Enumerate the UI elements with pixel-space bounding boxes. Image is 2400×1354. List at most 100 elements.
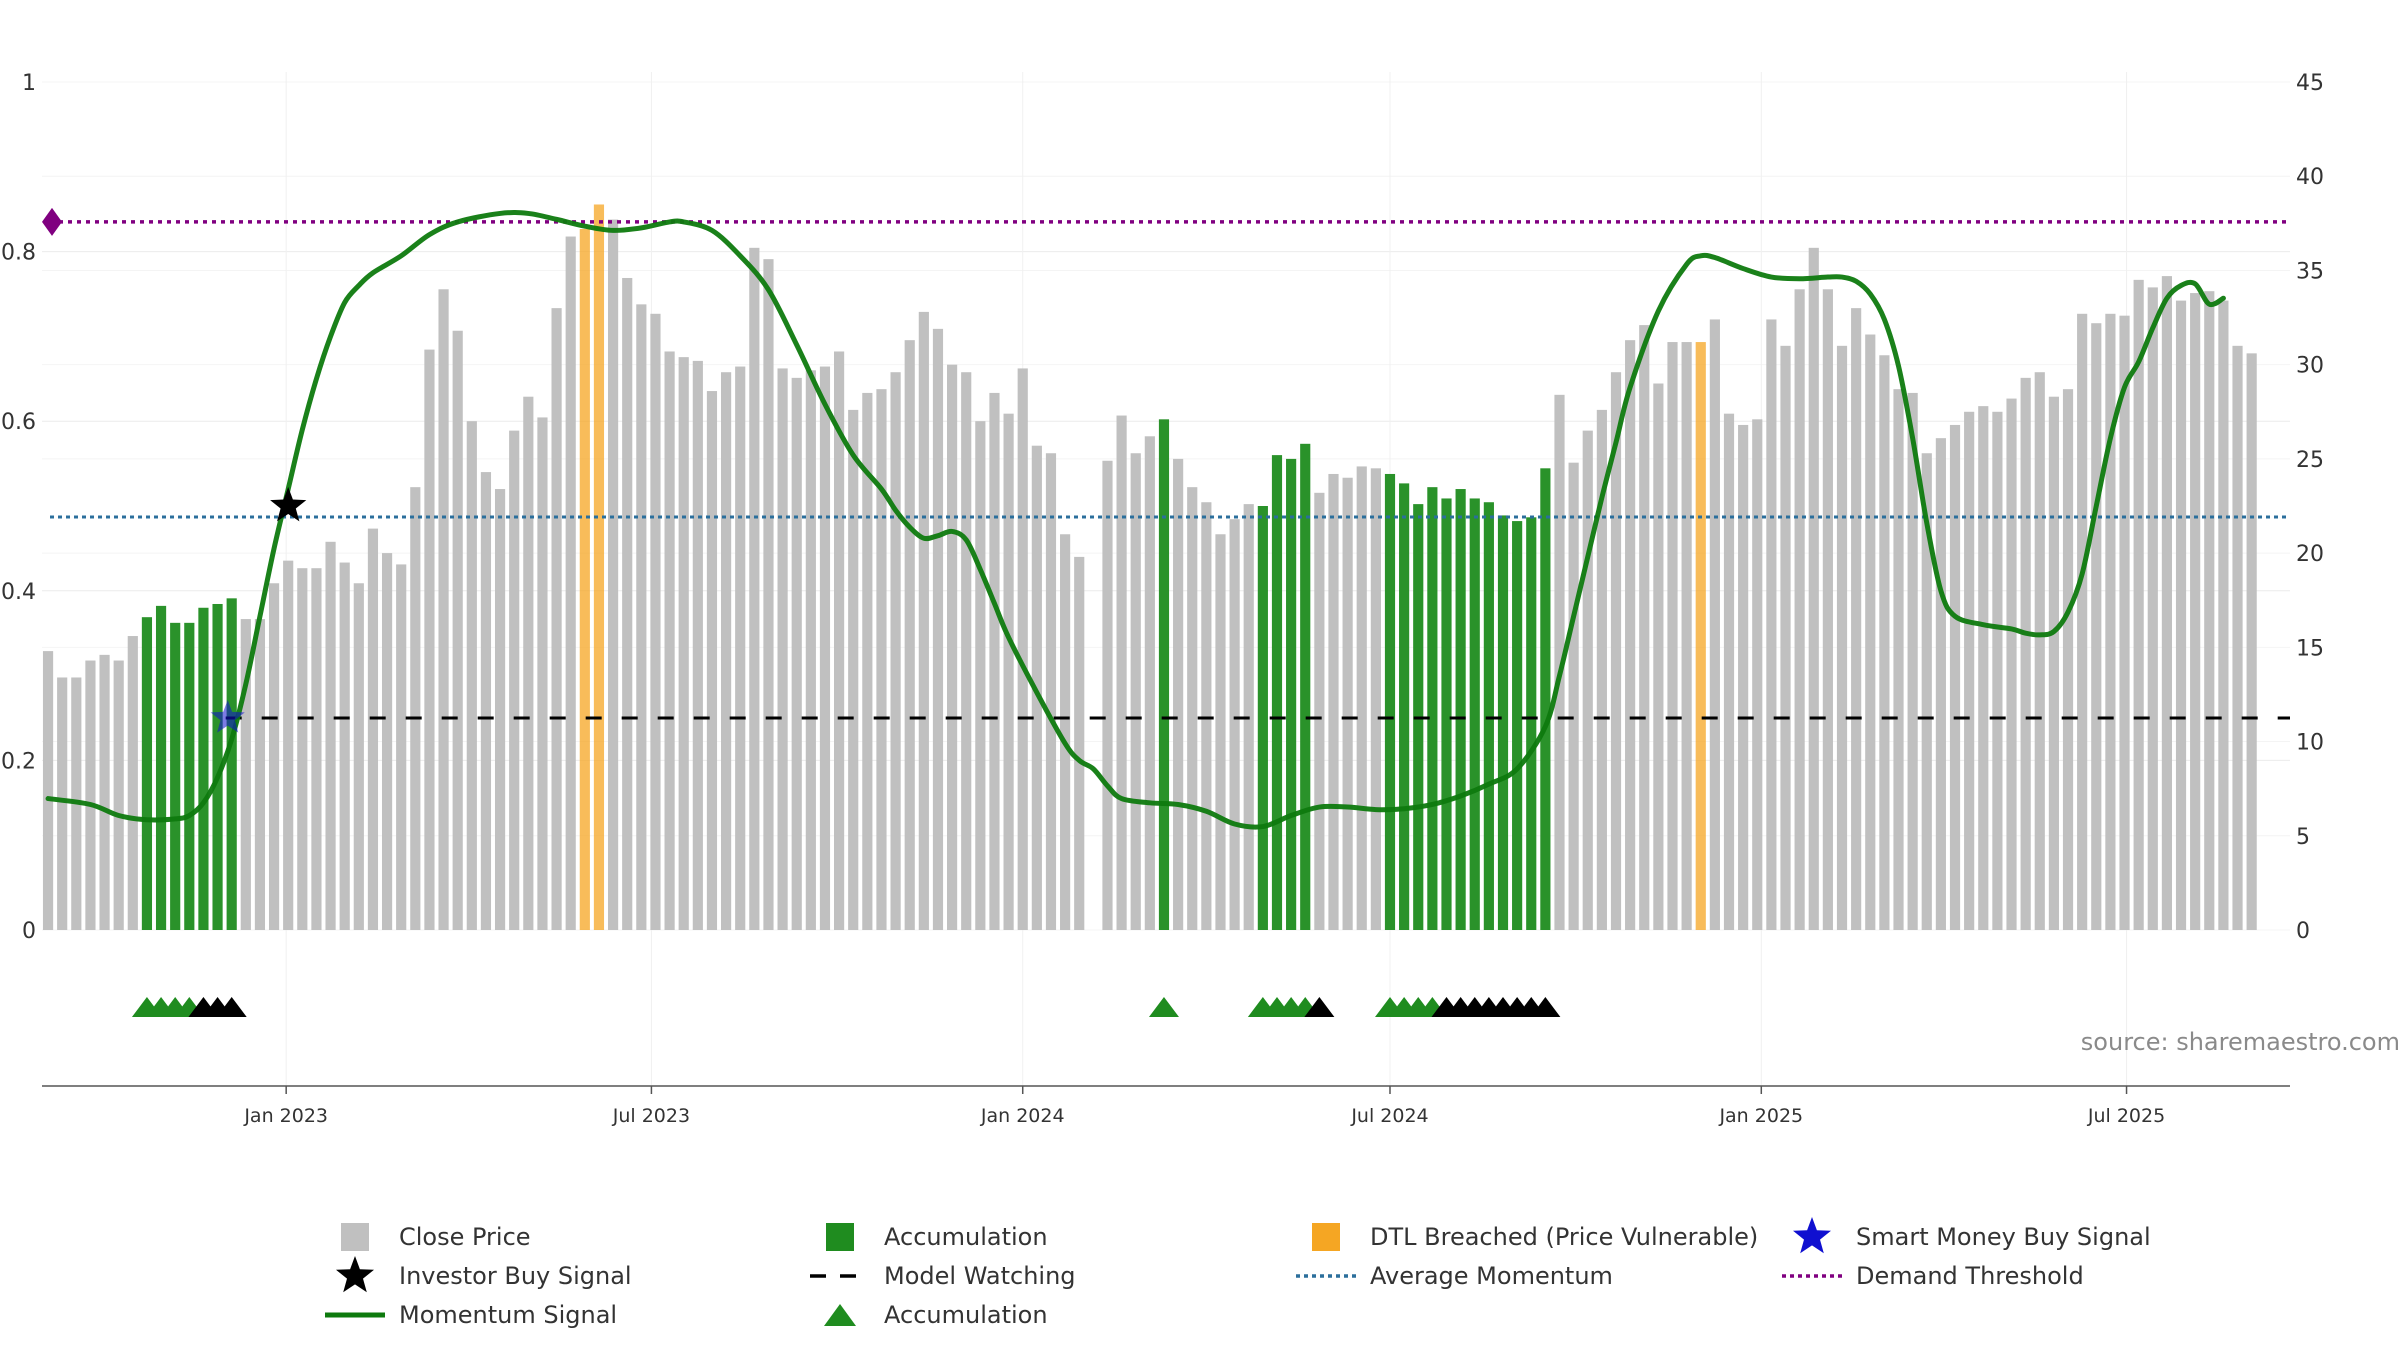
close-price-bar: [1907, 392, 1918, 930]
close-price-bar: [749, 247, 760, 930]
y-right-tick-label: 10: [2296, 731, 2324, 756]
momentum-signal-line: [45, 210, 2226, 830]
close-price-bar: [1808, 247, 1819, 930]
close-price-bar: [650, 313, 661, 931]
x-tick-label: Jan 2023: [243, 1105, 328, 1127]
x-tick-label: Jan 2025: [1718, 1105, 1803, 1127]
close-price-bar: [706, 391, 718, 930]
accumulation-bar: [212, 603, 223, 930]
close-price-bar: [537, 417, 548, 930]
close-price-bar: [2175, 300, 2187, 930]
legend-label: Demand Threshold: [1856, 1262, 2084, 1290]
close-price-bar: [2147, 287, 2158, 931]
close-price-bar: [862, 392, 873, 930]
legend-star-icon: [336, 1256, 374, 1293]
close-price-bar: [1865, 334, 1876, 930]
close-price-bar: [777, 368, 788, 930]
x-tick-label: Jan 2024: [980, 1105, 1065, 1127]
close-price-bar: [636, 304, 647, 930]
y-left-tick-label: 0.4: [1, 580, 36, 605]
close-price-bar: [2190, 293, 2201, 931]
close-price-bar: [240, 619, 251, 930]
accumulation-bar: [1540, 468, 1551, 930]
close-price-bar: [1610, 372, 1622, 930]
close-price-bar: [1356, 466, 1367, 930]
bars: [42, 204, 2257, 931]
close-price-bar: [480, 472, 492, 930]
close-price-bar: [2034, 372, 2045, 930]
close-price-bar: [975, 421, 986, 930]
close-price-bar: [1978, 406, 1989, 930]
close-price-bar: [2062, 389, 2074, 931]
close-price-bar: [1667, 342, 1678, 930]
close-price-bar: [424, 349, 435, 930]
close-price-bar: [932, 328, 944, 931]
accumulation-bar: [155, 605, 167, 930]
accumulation-bar: [1441, 498, 1452, 930]
close-price-bar: [2161, 276, 2172, 930]
close-price-bar: [1370, 468, 1381, 930]
close-price-bar: [127, 636, 138, 930]
close-price-bar: [1836, 345, 1848, 930]
dtl-breached-bar: [1695, 342, 1706, 930]
close-price-bar: [283, 560, 294, 930]
close-price-bar: [1173, 458, 1184, 930]
close-price-bar: [381, 553, 393, 930]
close-price-bar: [353, 583, 364, 930]
close-price-bar: [2204, 291, 2215, 930]
close-price-bar: [678, 357, 689, 930]
accumulation-bar: [1483, 502, 1494, 930]
accumulation-triangle-black: [1304, 997, 1335, 1017]
legend-label: Average Momentum: [1370, 1262, 1613, 1290]
close-price-bar: [1949, 424, 1961, 930]
close-price-bar: [1144, 436, 1155, 930]
close-price-bar: [311, 568, 322, 930]
close-price-bar: [509, 430, 520, 930]
close-price-bar: [1130, 453, 1141, 930]
close-price-bar: [819, 366, 831, 930]
legend-label: DTL Breached (Price Vulnerable): [1370, 1223, 1758, 1251]
close-price-bar: [918, 311, 929, 930]
source-label: source: sharemaestro.com: [2081, 1028, 2400, 1056]
legend-square-icon: [341, 1223, 369, 1251]
close-price-bar: [1851, 308, 1862, 931]
close-price-bar: [325, 541, 336, 930]
accumulation-bar: [1271, 455, 1283, 930]
y-right-tick-label: 25: [2296, 448, 2324, 473]
dtl-breached-bar: [593, 204, 605, 930]
close-price-bar: [113, 660, 124, 930]
close-price-bar: [1187, 487, 1198, 930]
legend-label: Model Watching: [884, 1262, 1076, 1290]
y-right-tick-label: 5: [2296, 825, 2310, 850]
legend-label: Smart Money Buy Signal: [1856, 1223, 2151, 1251]
close-price-bar: [1229, 519, 1240, 930]
dtl-breached-bar: [579, 228, 590, 930]
close-price-bar: [1003, 413, 1014, 930]
close-price-bar: [904, 340, 915, 930]
close-price-bar: [438, 289, 449, 930]
close-price-bar: [1342, 477, 1353, 930]
accumulation-bar: [226, 598, 237, 930]
close-price-bar: [2133, 279, 2144, 930]
accumulation-triangles: [131, 997, 1561, 1017]
close-price-bar: [1314, 492, 1325, 930]
close-price-bar: [410, 487, 421, 930]
investor-buy-signal-icon: [270, 487, 307, 522]
close-price-bar: [721, 372, 732, 930]
close-price-bar: [85, 660, 96, 930]
close-price-bar: [1060, 534, 1071, 930]
x-tick-label: Jul 2023: [612, 1105, 690, 1127]
y-left-tick-label: 0.8: [1, 241, 36, 266]
close-price-bar: [692, 360, 703, 930]
close-price-bar: [1653, 383, 1664, 930]
accumulation-bar: [1455, 489, 1466, 930]
close-price-bar: [1074, 556, 1085, 930]
y-right-tick-label: 45: [2296, 71, 2324, 96]
y-right-tick-label: 35: [2296, 259, 2324, 284]
demand-threshold-marker: [42, 207, 62, 236]
accumulation-bar: [198, 607, 209, 930]
close-price-bar: [2077, 313, 2088, 931]
close-price-bar: [1596, 409, 1607, 931]
close-price-bar: [1723, 413, 1735, 930]
close-price-bar: [876, 389, 887, 931]
